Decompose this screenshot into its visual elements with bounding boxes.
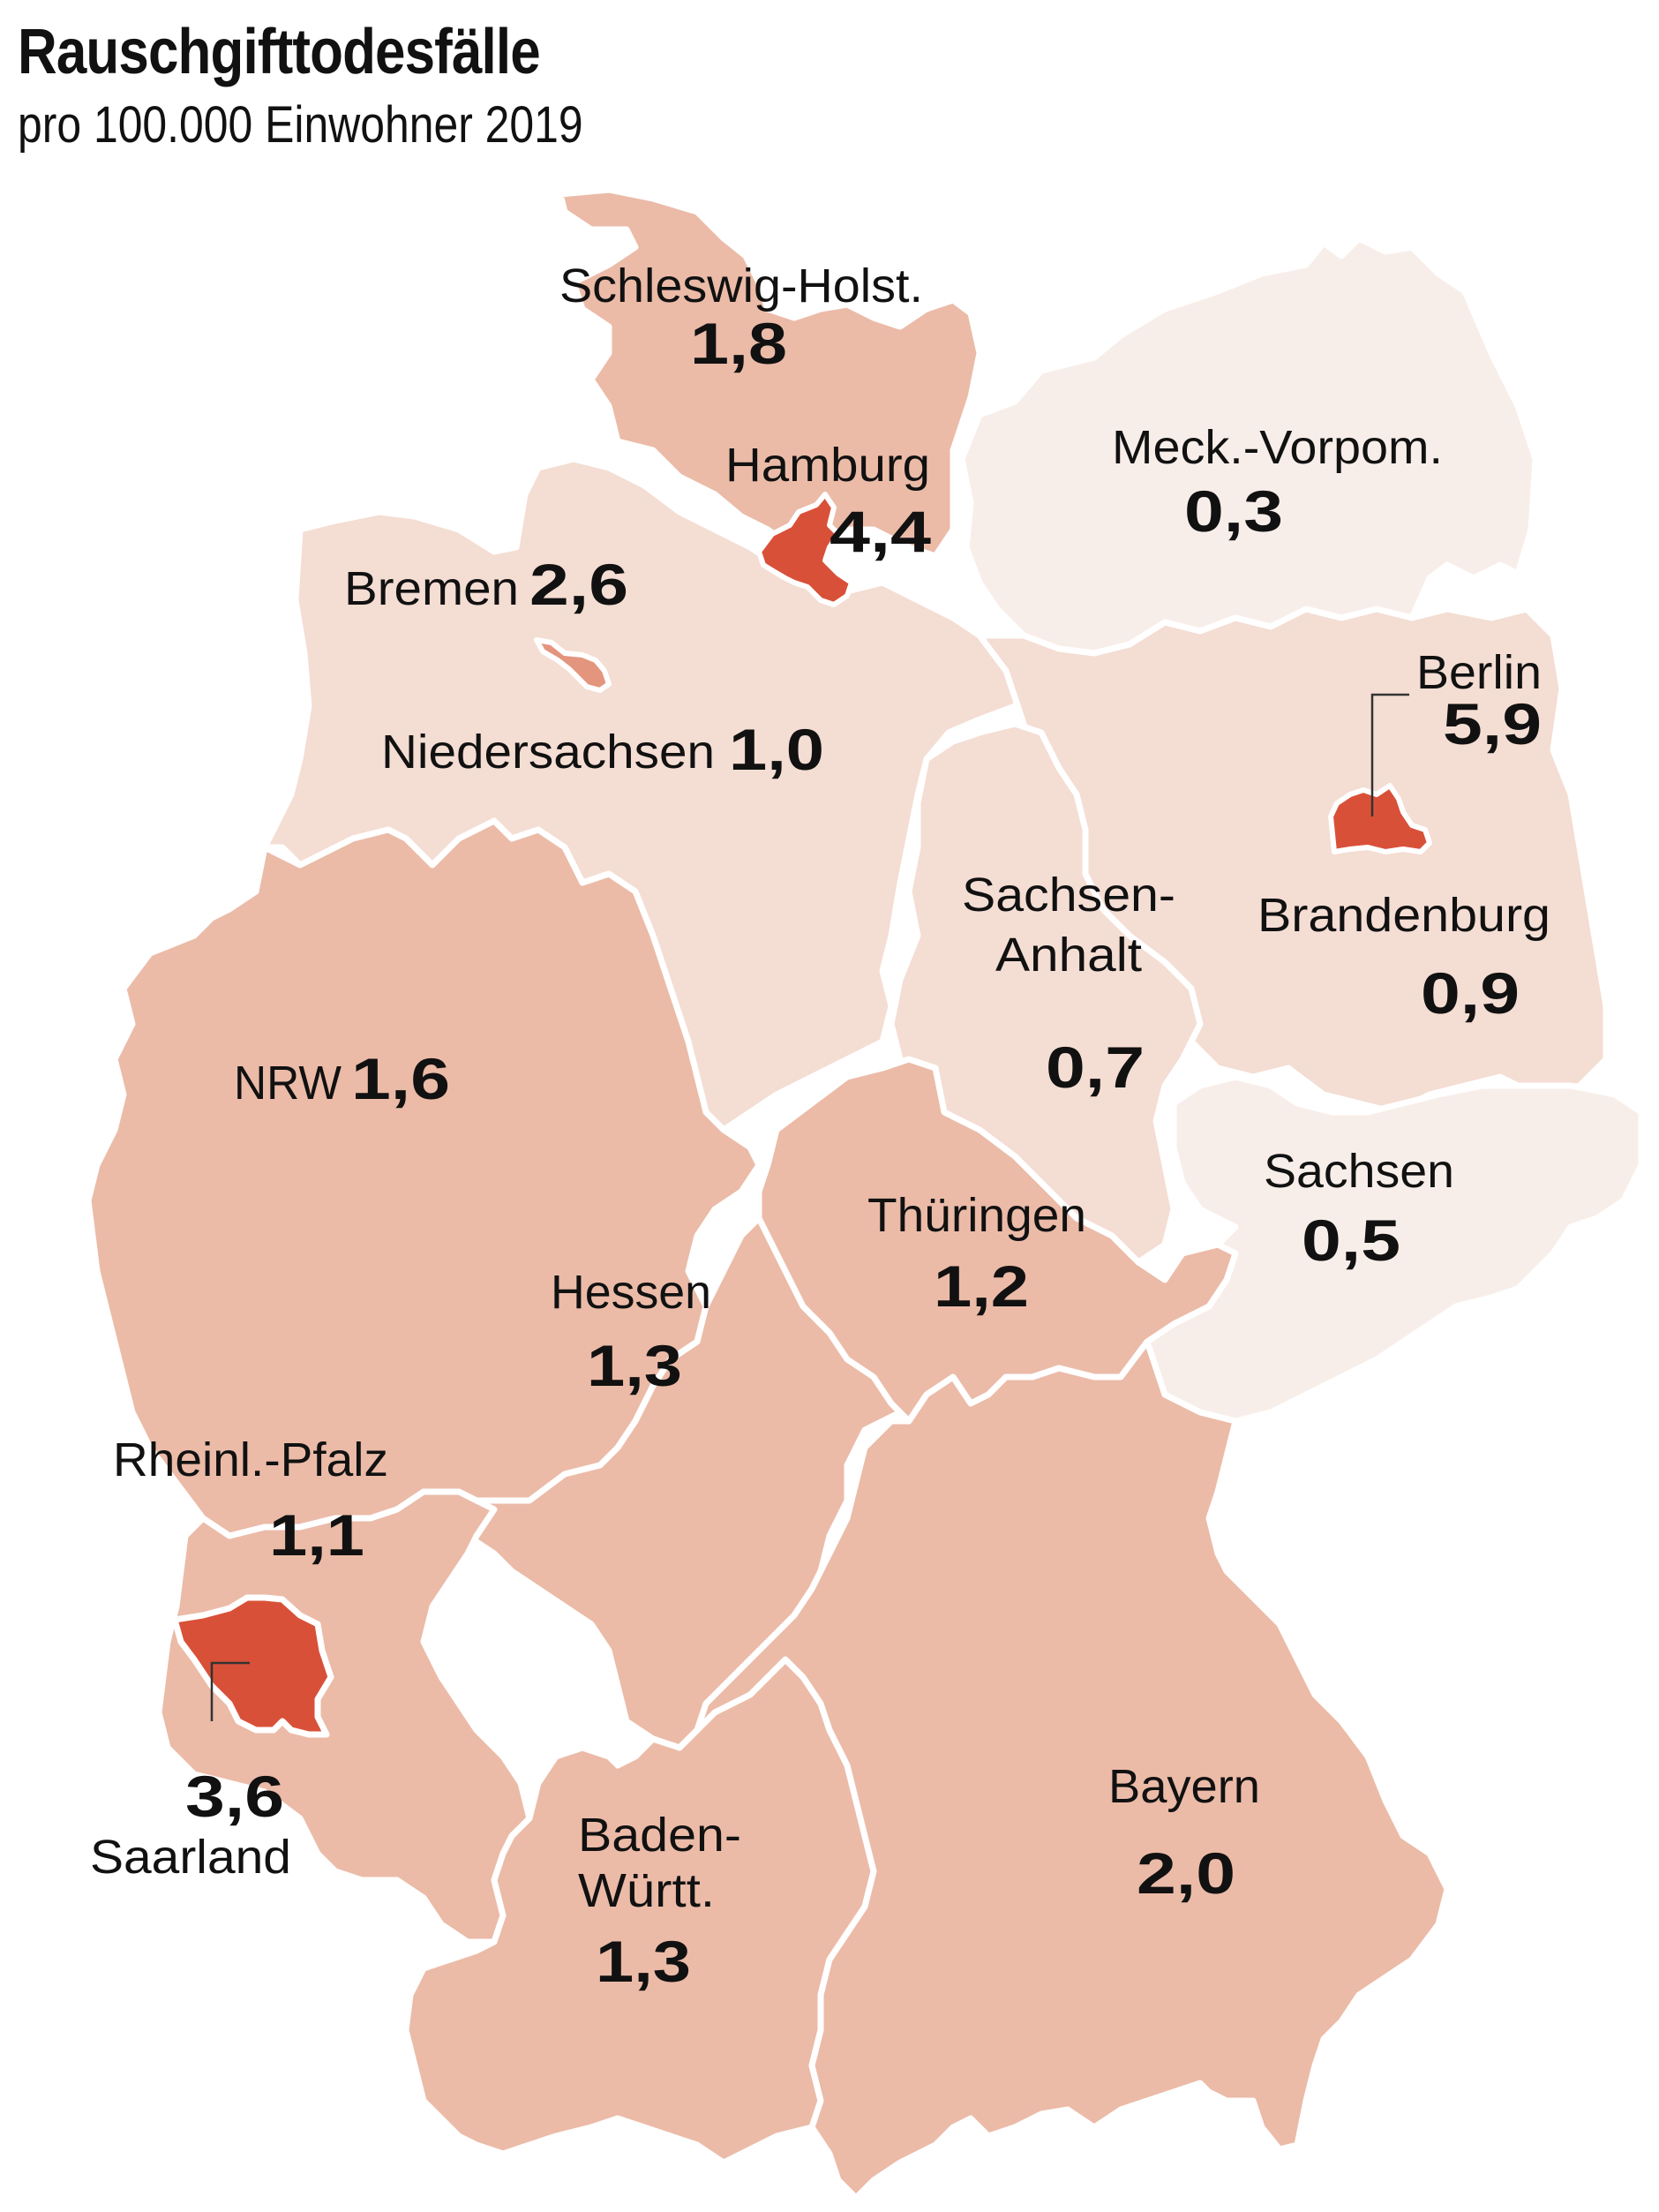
label-hessen-value: 1,3	[587, 1333, 682, 1398]
map-title: Rauschgifttodesfälle	[18, 17, 541, 87]
label-schleswig-holstein-value: 1,8	[690, 311, 787, 376]
label-baden-wuerttemberg-name-line1: Baden-	[578, 1809, 741, 1862]
label-mecklenburg-vorpommern-value: 0,3	[1184, 478, 1283, 544]
label-brandenburg-value: 0,9	[1421, 960, 1520, 1026]
label-hamburg-name: Hamburg	[725, 439, 930, 492]
label-nrw-name: NRW	[234, 1057, 342, 1110]
label-rheinland-pfalz-name: Rheinl.-Pfalz	[113, 1433, 388, 1486]
label-nrw-value: 1,6	[351, 1046, 450, 1111]
label-baden-wuerttemberg-value: 1,3	[596, 1929, 691, 1994]
label-baden-wuerttemberg-name-line2: Württ.	[578, 1864, 715, 1917]
label-brandenburg-name: Brandenburg	[1257, 889, 1550, 942]
label-saarland-value: 3,6	[185, 1764, 284, 1829]
region-saarland[interactable]	[171, 1594, 334, 1738]
label-sachsen-value: 0,5	[1302, 1208, 1400, 1273]
label-rheinland-pfalz-value: 1,1	[269, 1502, 364, 1568]
region-bremen[interactable]	[534, 637, 612, 693]
saarland-leader-line	[210, 1661, 250, 1721]
label-sachsen-anhalt-value: 0,7	[1046, 1035, 1145, 1100]
label-bayern-name: Bayern	[1108, 1760, 1260, 1813]
label-sachsen-anhalt-name-line1: Sachsen-	[962, 869, 1175, 922]
label-niedersachsen-name: Niedersachsen	[381, 726, 715, 779]
label-bremen-name: Bremen	[344, 562, 519, 615]
map-subtitle: pro 100.000 Einwohner 2019	[18, 96, 583, 154]
label-niedersachsen-value: 1,0	[729, 717, 824, 782]
region-berlin[interactable]	[1328, 783, 1432, 854]
label-berlin-value: 5,9	[1443, 691, 1542, 756]
label-berlin-name: Berlin	[1416, 646, 1542, 699]
label-saarland-name: Saarland	[90, 1831, 291, 1884]
label-bremen-value: 2,6	[529, 552, 628, 617]
label-sachsen-name: Sachsen	[1264, 1145, 1454, 1198]
region-sachsen-anhalt[interactable]	[888, 720, 1204, 1266]
label-mecklenburg-vorpommern-name: Meck.-Vorpom.	[1112, 421, 1443, 474]
label-thueringen-name: Thüringen	[867, 1189, 1086, 1242]
label-thueringen-value: 1,2	[934, 1253, 1029, 1319]
label-sachsen-anhalt-name-line2: Anhalt	[995, 929, 1142, 982]
region-bayern[interactable]	[676, 1338, 1451, 2201]
region-hamburg[interactable]	[756, 492, 854, 607]
berlin-leader-line	[1370, 693, 1409, 816]
label-hamburg-value: 4,4	[830, 499, 931, 564]
region-schleswig-holstein[interactable]	[557, 186, 983, 560]
label-schleswig-holstein-name: Schleswig-Holst.	[559, 260, 923, 312]
label-hessen-name: Hessen	[551, 1266, 711, 1319]
label-bayern-value: 2,0	[1137, 1840, 1235, 1906]
